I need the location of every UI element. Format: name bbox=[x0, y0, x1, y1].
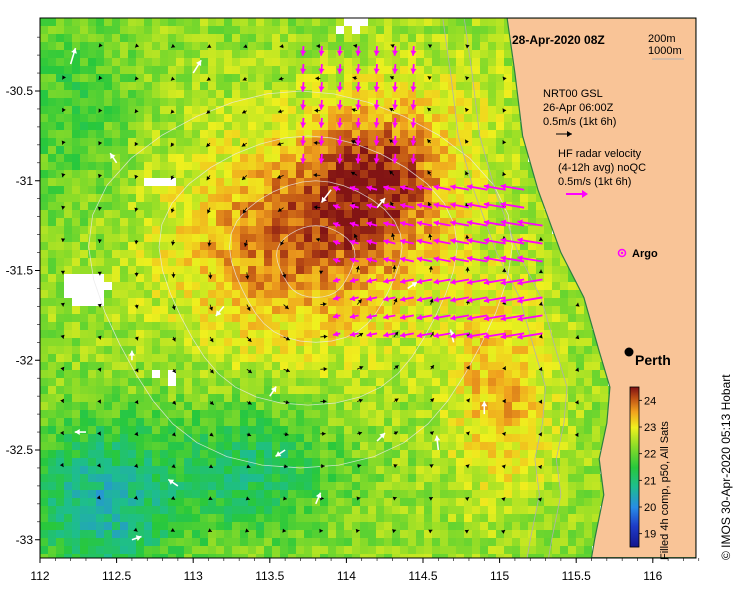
y-tick-label: -33 bbox=[16, 533, 34, 547]
bathymetry-contours bbox=[88, 19, 568, 558]
y-tick-label: -32 bbox=[16, 353, 34, 367]
x-tick-label: 116 bbox=[643, 569, 662, 583]
x-tick-label: 113.5 bbox=[255, 569, 284, 583]
map-title: 28-Apr-2020 08Z bbox=[512, 33, 605, 47]
axis-ticks: 112 112.5 113 113.5 114 114.5 115 115.5 116 -30.5… bbox=[6, 36, 700, 583]
argo-marker-icon bbox=[617, 248, 627, 258]
x-tick-label: 112.5 bbox=[102, 569, 131, 583]
colorbar-tick-label: 22 bbox=[644, 449, 656, 461]
x-tick-label: 114.5 bbox=[408, 569, 437, 583]
y-tick-label: -31 bbox=[16, 174, 34, 188]
x-tick-label: 115 bbox=[490, 569, 509, 583]
perth-marker-icon bbox=[624, 347, 634, 357]
x-tick-label: 115.5 bbox=[562, 569, 591, 583]
x-tick-label: 114 bbox=[337, 569, 356, 583]
plot-frame bbox=[39, 17, 697, 559]
depth-legend-200: 200m bbox=[648, 33, 676, 45]
gsl-legend-arrow-icon bbox=[556, 131, 572, 137]
hf-legend-line3: 0.5m/s (1kt 6h) bbox=[558, 176, 631, 188]
x-tick-label: 113 bbox=[184, 569, 203, 583]
velocity-vectors bbox=[59, 43, 580, 541]
hf-legend-arrow-icon bbox=[566, 190, 588, 198]
x-tick-label: 112 bbox=[30, 569, 49, 583]
colorbar-tick-label: 21 bbox=[644, 475, 656, 487]
colorbar: 24 23 22 21 20 19 bbox=[629, 386, 656, 548]
colorbar-caption: Filled 4h comp, p50, All Sats bbox=[659, 421, 671, 560]
colorbar-tick-label: 23 bbox=[644, 422, 656, 434]
y-tick-label: -31.5 bbox=[6, 264, 34, 278]
gsl-legend-line3: 0.5m/s (1kt 6h) bbox=[543, 116, 616, 128]
depth-legend-1000: 1000m bbox=[648, 45, 682, 57]
colorbar-tick-label: 24 bbox=[644, 395, 656, 407]
hf-legend-line1: HF radar velocity bbox=[558, 148, 642, 160]
y-tick-label: -32.5 bbox=[6, 443, 34, 457]
argo-label: Argo bbox=[632, 248, 658, 260]
credit-text: © IMOS 30-Apr-2020 05:13 Hobart bbox=[719, 374, 733, 560]
colorbar-tick-label: 19 bbox=[644, 529, 656, 541]
gsl-legend-line1: NRT00 GSL bbox=[543, 88, 603, 100]
colorbar-tick-label: 20 bbox=[644, 502, 656, 514]
hf-legend-line2: (4-12h avg) noQC bbox=[558, 162, 646, 174]
land-mass bbox=[506, 18, 696, 558]
perth-label: Perth bbox=[635, 352, 671, 368]
y-tick-label: -30.5 bbox=[6, 84, 34, 98]
gsl-legend-line2: 26-Apr 06:00Z bbox=[543, 102, 614, 114]
